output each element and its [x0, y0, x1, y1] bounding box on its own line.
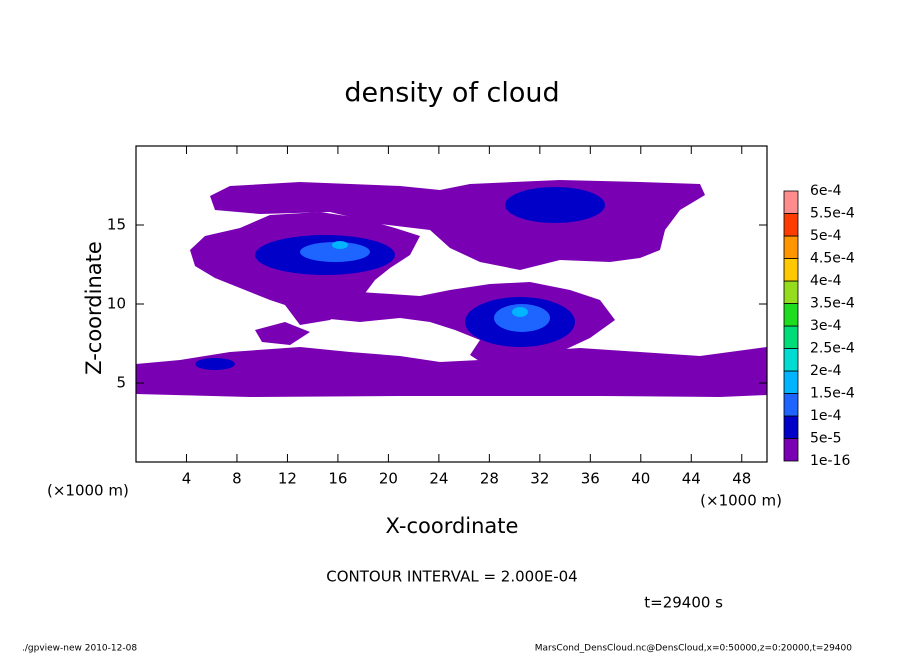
cloud-region [255, 322, 310, 345]
x-tick-label: 12 [278, 470, 297, 488]
colorbar-label: 4.5e-4 [810, 251, 855, 267]
colorbar-label: 3.5e-4 [810, 296, 855, 312]
y-tick-label: 10 [107, 295, 126, 313]
colorbar-label: 5.5e-4 [810, 206, 855, 222]
footer-left: ./gpview-new 2010-12-08 [22, 644, 137, 654]
colorbar-box [783, 190, 799, 214]
cloud-core [300, 242, 370, 262]
colorbar-box [783, 348, 799, 372]
x-tick-label: 32 [530, 470, 549, 488]
colorbar-label: 6e-4 [810, 183, 842, 199]
colorbar-box [783, 303, 799, 327]
colorbar-box [783, 235, 799, 259]
x-tick-label: 8 [232, 470, 242, 488]
colorbar-label: 5e-5 [810, 431, 841, 447]
colorbar-box [783, 258, 799, 282]
colorbar-label: 1e-16 [810, 453, 850, 469]
colorbar-label: 1.5e-4 [810, 386, 855, 402]
colorbar-label: 3e-4 [810, 318, 842, 334]
contour-interval: CONTOUR INTERVAL = 2.000E-04 [326, 568, 577, 586]
x-tick-label: 44 [682, 470, 701, 488]
chart-title: density of cloud [344, 78, 559, 109]
x-units: (×1000 m) [47, 482, 129, 500]
cloud-core [505, 187, 605, 223]
x-tick-label: 40 [631, 470, 650, 488]
colorbar-box [783, 370, 799, 394]
x-tick-label: 36 [581, 470, 600, 488]
colorbar-box [783, 325, 799, 349]
x-tick-label: 28 [480, 470, 499, 488]
colorbar-label: 4e-4 [810, 273, 842, 289]
colorbar-box [783, 213, 799, 237]
cloud-core [332, 241, 348, 249]
time-label: t=29400 s [644, 594, 723, 612]
x-axis-label: X-coordinate [386, 514, 519, 538]
cloud-core [195, 358, 235, 370]
colorbar-label: 1e-4 [810, 408, 842, 424]
x-tick-label: 20 [379, 470, 398, 488]
colorbar-label: 5e-4 [810, 228, 842, 244]
footer-right: MarsCond_DensCloud.nc@DensCloud,x=0:5000… [535, 644, 852, 654]
y-tick-label: 15 [107, 216, 126, 234]
contour-field [136, 180, 767, 397]
colorbar-box [783, 393, 799, 417]
colorbar-box [783, 415, 799, 439]
y-tick-label: 5 [116, 374, 126, 392]
colorbar-label: 2e-4 [810, 363, 842, 379]
colorbar: 1e-16 5e-5 1e-4 1.5e-4 2e-4 2.5e-4 3e-4 3.5e-4 4… [783, 183, 855, 469]
x-tick-label: 48 [732, 470, 751, 488]
cloud-region [136, 347, 767, 397]
cloud-core [512, 307, 528, 317]
y-axis-label: Z-coordinate [82, 241, 106, 375]
colorbar-box [783, 280, 799, 304]
colorbar-label: 2.5e-4 [810, 341, 855, 357]
x-units: (×1000 m) [700, 492, 782, 510]
colorbar-box [783, 438, 799, 462]
x-tick-label: 24 [429, 470, 448, 488]
x-tick-label: 4 [182, 470, 192, 488]
x-tick-label: 16 [328, 470, 347, 488]
cloud-core [494, 304, 550, 332]
